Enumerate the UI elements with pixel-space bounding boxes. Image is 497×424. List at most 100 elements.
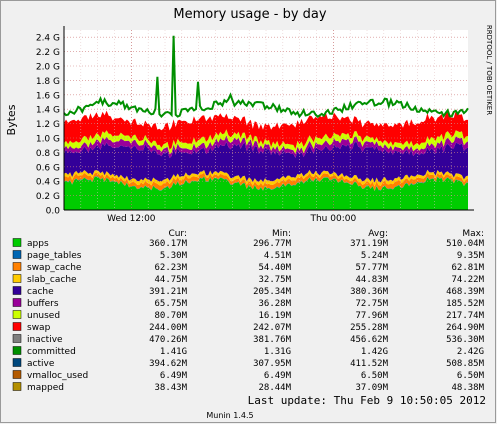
- legend-value: 5.30M: [160, 251, 188, 261]
- chart-title: Memory usage - by day: [173, 7, 326, 22]
- legend-value: 264.90M: [446, 323, 485, 333]
- legend-header: Cur:: [168, 229, 187, 239]
- legend-value: 6.50M: [457, 371, 485, 381]
- legend-value: 380.36M: [350, 287, 389, 297]
- rrdtool-credit: RRDTOOL / TOBI OETIKER: [485, 25, 493, 115]
- legend-name: cache: [27, 287, 54, 297]
- y-tick-label: 0.8 G: [36, 149, 60, 159]
- legend-swatch-unused: [12, 310, 22, 319]
- legend-name: inactive: [27, 335, 63, 345]
- legend-value: 394.62M: [149, 359, 188, 369]
- legend-value: 16.19M: [258, 311, 291, 321]
- legend-value: 536.30M: [446, 335, 485, 345]
- legend-value: 244.00M: [149, 323, 188, 333]
- legend-header: Min:: [272, 229, 291, 239]
- y-tick-label: 2.0 G: [36, 63, 60, 73]
- legend-value: 296.77M: [253, 239, 292, 249]
- legend-value: 54.40M: [258, 263, 291, 273]
- legend-value: 456.62M: [350, 335, 389, 345]
- legend-value: 255.28M: [350, 323, 389, 333]
- legend-value: 1.31G: [264, 347, 291, 357]
- legend-value: 360.17M: [149, 239, 188, 249]
- last-update-text: Last update: Thu Feb 9 10:50:05 2012: [248, 394, 486, 407]
- legend-swatch-mapped: [12, 382, 22, 391]
- legend-value: 217.74M: [446, 311, 485, 321]
- legend-value: 185.52M: [446, 299, 485, 309]
- legend: Cur: Min: Avg: Max: apps 360.17M 296.77M 371.19…: [12, 229, 485, 393]
- legend-swatch-slab_cache: [12, 274, 22, 283]
- legend-value: 6.49M: [264, 371, 292, 381]
- legend-value: 307.95M: [253, 359, 292, 369]
- legend-value: 411.52M: [350, 359, 389, 369]
- x-tick-label: Thu 00:00: [309, 214, 356, 224]
- legend-name: slab_cache: [27, 275, 77, 285]
- y-tick-label: 1.6 G: [36, 91, 60, 101]
- legend-value: 80.70M: [154, 311, 187, 321]
- legend-name: swap_cache: [27, 263, 82, 273]
- legend-value: 32.75M: [258, 275, 291, 285]
- legend-name: page_tables: [27, 251, 82, 261]
- line-committed: [63, 35, 469, 119]
- legend-value: 77.96M: [355, 311, 388, 321]
- legend-header: Max:: [462, 229, 484, 239]
- legend-name: apps: [27, 239, 49, 249]
- y-tick-label: 1.4 G: [36, 106, 60, 116]
- legend-name: mapped: [27, 383, 64, 393]
- axes: 0.0 0.2 G 0.4 G 0.6 G 0.8 G 1.0 G 1.2 G 1.4 G 1.…: [36, 26, 474, 224]
- legend-value: 4.51M: [264, 251, 292, 261]
- legend-value: 381.76M: [253, 335, 292, 345]
- legend-value: 62.23M: [154, 263, 187, 273]
- legend-swatch-cache: [12, 286, 22, 295]
- legend-value: 62.81M: [451, 263, 484, 273]
- legend-value: 65.75M: [154, 299, 187, 309]
- y-tick-label: 0.4 G: [36, 178, 60, 188]
- y-tick-label: 0.0: [46, 207, 61, 217]
- legend-value: 2.42G: [457, 347, 484, 357]
- x-tick-label: Wed 12:00: [107, 214, 156, 224]
- area-buffers: [64, 135, 468, 159]
- y-tick-label: 2.2 G: [36, 48, 60, 58]
- legend-value: 508.85M: [446, 359, 485, 369]
- legend-name: committed: [27, 347, 76, 357]
- y-axis-label: Bytes: [5, 104, 18, 135]
- legend-value: 48.38M: [451, 383, 484, 393]
- legend-value: 74.22M: [451, 275, 484, 285]
- legend-name: vmalloc_used: [27, 371, 88, 381]
- legend-swatch-committed: [12, 346, 22, 355]
- area-slab_cache: [64, 169, 468, 187]
- legend-value: 1.41G: [160, 347, 187, 357]
- legend-name: swap: [27, 323, 51, 333]
- line-series: [63, 35, 469, 119]
- legend-value: 470.26M: [149, 335, 188, 345]
- legend-name: unused: [27, 311, 60, 321]
- y-tick-label: 1.2 G: [36, 120, 60, 130]
- legend-value: 6.49M: [160, 371, 188, 381]
- area-swap: [64, 110, 468, 150]
- legend-swatch-active: [12, 358, 22, 367]
- legend-swatch-inactive: [12, 334, 22, 343]
- legend-value: 6.50M: [361, 371, 389, 381]
- legend-value: 9.35M: [457, 251, 485, 261]
- y-tick-label: 0.2 G: [36, 192, 60, 202]
- legend-value: 468.39M: [446, 287, 485, 297]
- legend-name: active: [27, 359, 55, 369]
- legend-name: buffers: [27, 299, 59, 309]
- legend-value: 38.43M: [154, 383, 187, 393]
- legend-swatch-swap_cache: [12, 262, 22, 271]
- legend-swatch-apps: [12, 238, 22, 247]
- legend-value: 44.83M: [355, 275, 388, 285]
- legend-value: 510.04M: [446, 239, 485, 249]
- munin-version: Munin 1.4.5: [206, 411, 253, 420]
- legend-value: 391.21M: [149, 287, 188, 297]
- legend-value: 36.28M: [258, 299, 291, 309]
- legend-value: 371.19M: [350, 239, 389, 249]
- legend-header: Avg:: [368, 229, 388, 239]
- grid: [64, 30, 468, 211]
- legend-value: 242.07M: [253, 323, 292, 333]
- legend-value: 44.75M: [154, 275, 187, 285]
- legend-swatch-page_tables: [12, 250, 22, 259]
- legend-value: 28.44M: [258, 383, 291, 393]
- legend-swatch-swap: [12, 322, 22, 331]
